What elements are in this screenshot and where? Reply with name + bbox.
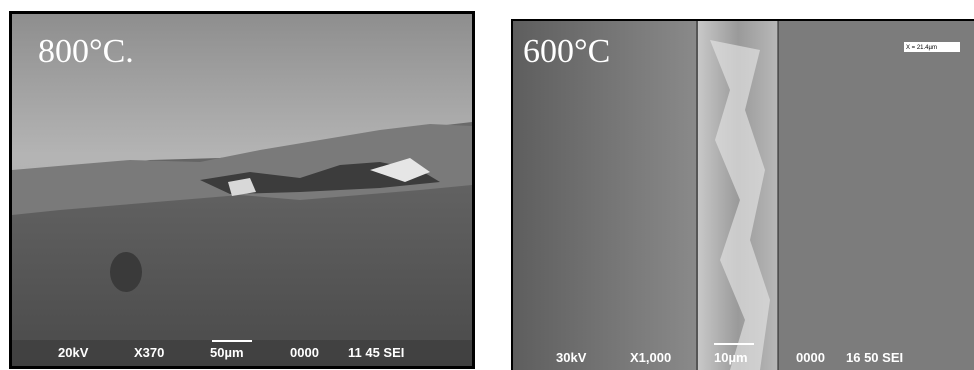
footer-text: 0000 bbox=[796, 350, 825, 365]
footer-text: X1,000 bbox=[630, 350, 671, 365]
footer-text: 10µm bbox=[714, 350, 748, 365]
smooth-region bbox=[513, 21, 698, 370]
cross-section bbox=[778, 21, 974, 370]
footer-text: X370 bbox=[134, 345, 164, 360]
panel-600: X = 21.4µm 600°C 30kV X1,000 10µm 0000 1… bbox=[511, 19, 974, 370]
measurement: X = 21.4µm bbox=[906, 45, 937, 51]
panel-800: 800°C. 20kV X370 50µm 0000 11 45 SEI bbox=[9, 11, 475, 369]
footer-text: 11 45 SEI bbox=[348, 345, 404, 360]
temperature-label: 800°C. bbox=[38, 33, 134, 70]
footer-text: 50µm bbox=[210, 345, 244, 360]
footer-text: 20kV bbox=[58, 345, 89, 360]
temperature-label: 600°C bbox=[523, 33, 610, 70]
footer-text: 16 50 SEI bbox=[846, 350, 903, 365]
figure: 800°C. 20kV X370 50µm 0000 11 45 SEI X =… bbox=[0, 0, 974, 370]
footer-text: 30kV bbox=[556, 350, 587, 365]
pit bbox=[110, 252, 142, 292]
footer-text: 0000 bbox=[290, 345, 319, 360]
